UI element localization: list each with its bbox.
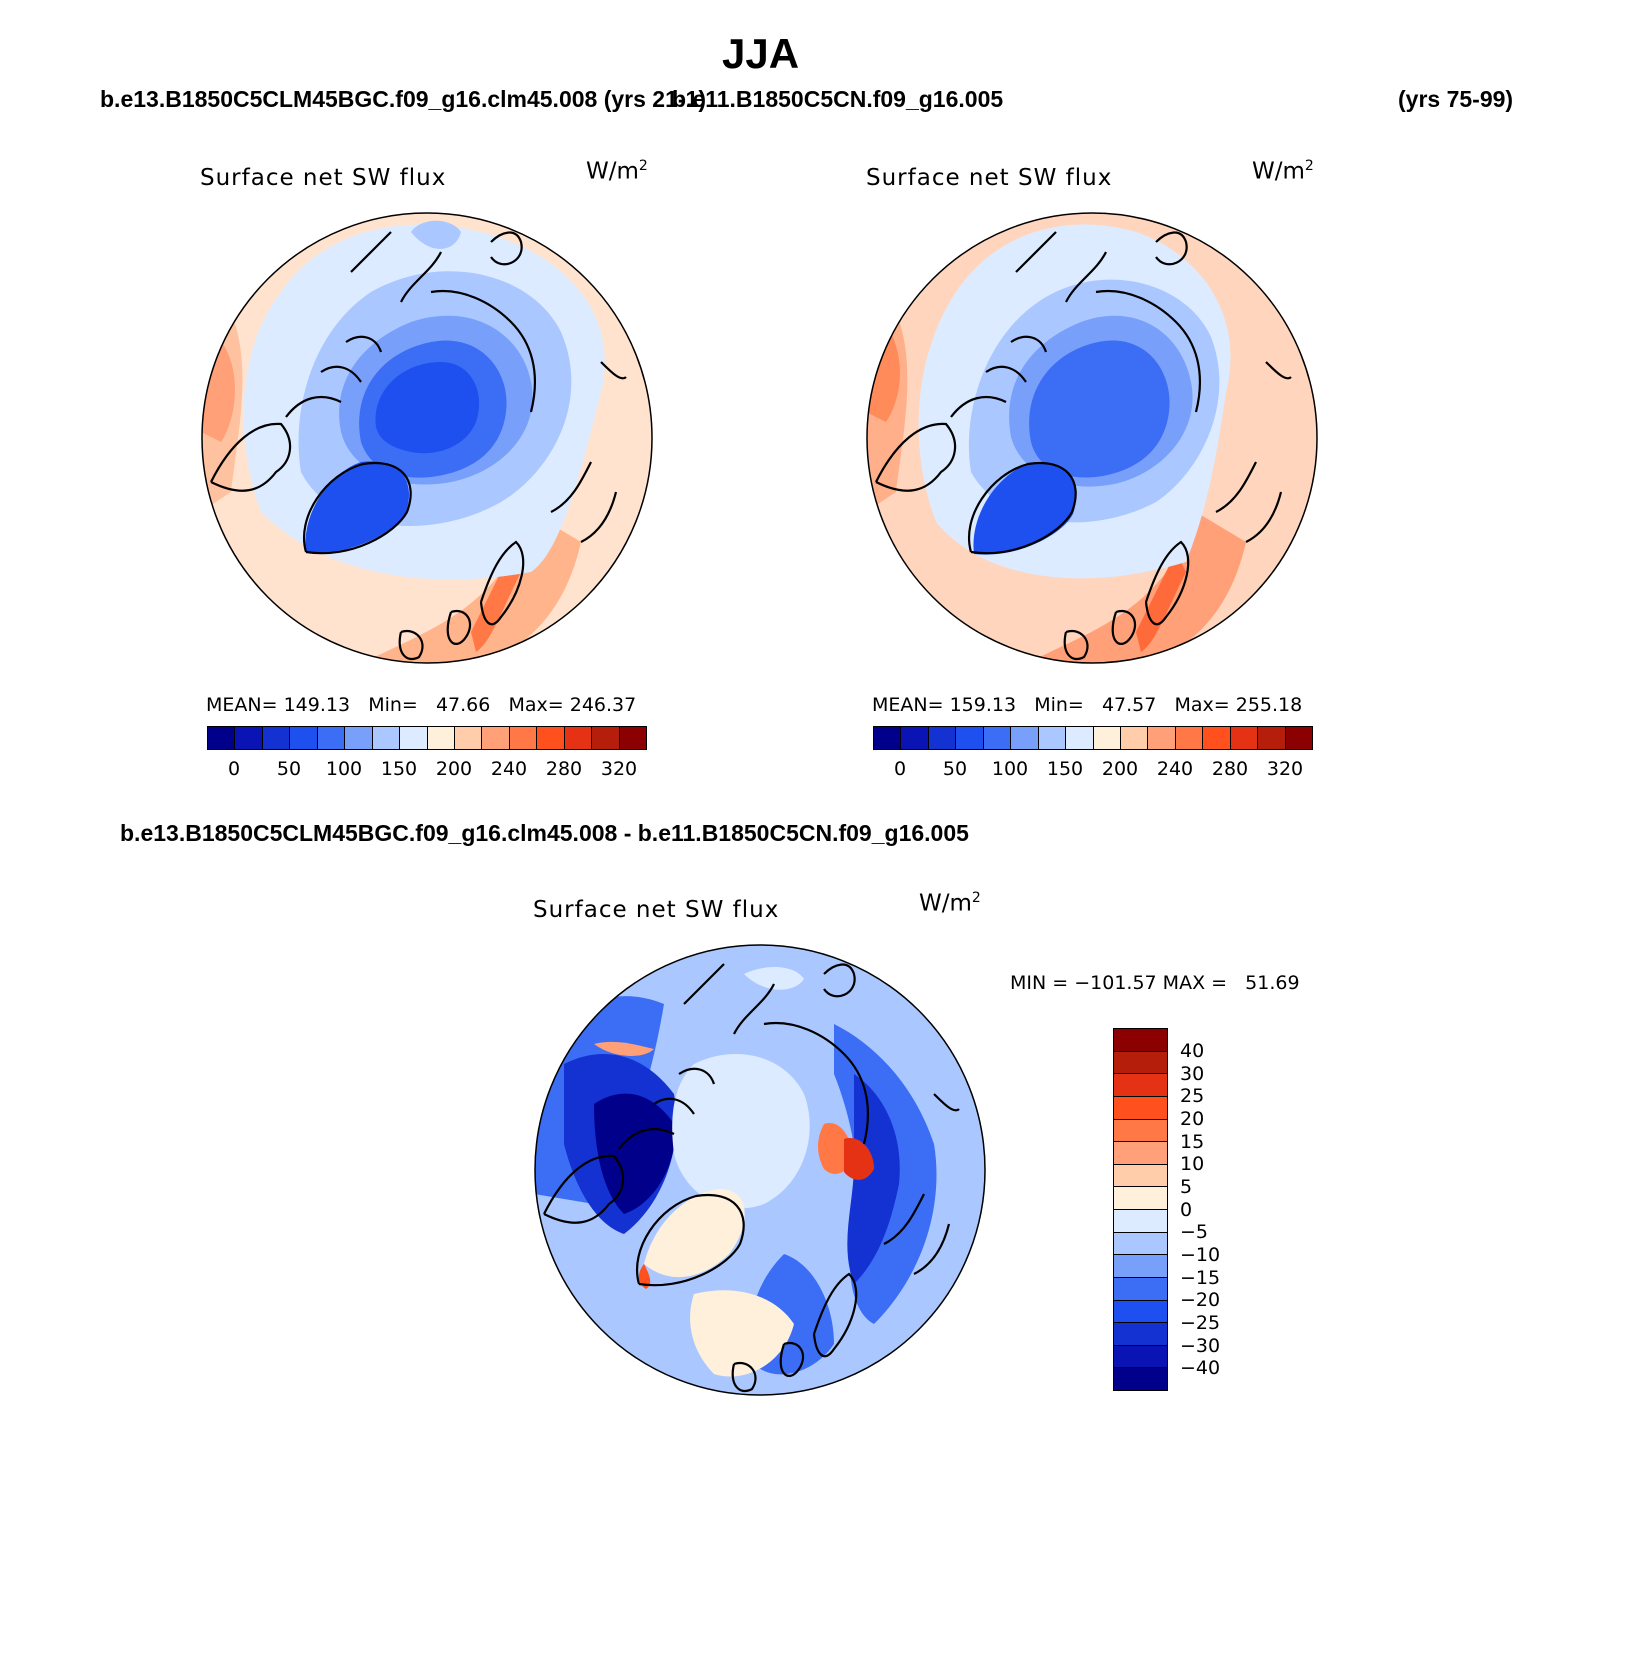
colorbar-swatch xyxy=(928,727,957,749)
colorbar-swatch xyxy=(537,727,565,749)
colorbar-swatch xyxy=(1114,1051,1167,1075)
colorbar-swatch xyxy=(1114,1323,1167,1346)
colorbar-swatch xyxy=(1114,1255,1167,1278)
top-right-years-label: (yrs 75-99) xyxy=(1398,86,1514,112)
colorbar-swatch xyxy=(1175,727,1204,749)
diff-case-label: b.e13.B1850C5CLM45BGC.f09_g16.clm45.008 … xyxy=(120,820,969,846)
colorbar-swatch xyxy=(1114,1345,1167,1369)
cb-tick: −20 xyxy=(1180,1289,1221,1311)
cb-tick: 5 xyxy=(1180,1176,1193,1198)
colorbar-swatch xyxy=(1114,1277,1167,1301)
colorbar-swatch xyxy=(345,727,373,749)
colorbar-swatch xyxy=(1148,727,1176,749)
cb-tick: 20 xyxy=(1180,1108,1205,1130)
cb-tick: 0 xyxy=(227,758,241,780)
panel1-polar-map xyxy=(201,212,653,664)
panel2-stats: MEAN= 159.13 Min= 47.57 Max= 255.18 xyxy=(872,694,1303,716)
colorbar-swatch xyxy=(290,727,318,749)
colorbar-swatch xyxy=(1230,727,1259,749)
cb-tick: 50 xyxy=(942,758,968,780)
cb-tick: 100 xyxy=(991,758,1029,780)
top-left-case-label: b.e13.B1850C5CLM45BGC.f09_g16.clm45.008 … xyxy=(100,86,706,112)
cb-tick: 240 xyxy=(1156,758,1194,780)
colorbar-swatch xyxy=(1114,1074,1167,1097)
colorbar-swatch xyxy=(1114,1029,1167,1052)
panel1-colorbar xyxy=(207,726,647,750)
colorbar-swatch xyxy=(1114,1232,1167,1256)
colorbar-swatch xyxy=(1203,727,1231,749)
colorbar-swatch xyxy=(619,727,646,749)
diff-units: W/m2 xyxy=(919,890,981,917)
colorbar-swatch xyxy=(1066,727,1094,749)
figure-title: JJA xyxy=(722,30,800,77)
diff-polar-map xyxy=(534,944,986,1396)
colorbar-swatch xyxy=(1038,727,1067,749)
colorbar-swatch xyxy=(983,727,1012,749)
cb-tick: 280 xyxy=(545,758,583,780)
colorbar-swatch xyxy=(1114,1119,1167,1143)
cb-tick: 100 xyxy=(325,758,363,780)
colorbar-swatch xyxy=(262,727,291,749)
panel2-title: Surface net SW flux xyxy=(866,165,1113,191)
cb-tick: −40 xyxy=(1180,1357,1221,1379)
panel2-units: W/m2 xyxy=(1252,158,1314,185)
top-right-case-label: b.e11.B1850C5CN.f09_g16.005 xyxy=(672,86,1004,112)
colorbar-swatch xyxy=(1093,727,1121,749)
colorbar-swatch xyxy=(564,727,593,749)
colorbar-swatch xyxy=(592,727,620,749)
colorbar-swatch xyxy=(454,727,483,749)
diff-stats: MIN = −101.57 MAX = 51.69 xyxy=(1010,972,1300,994)
cb-tick: 50 xyxy=(276,758,302,780)
colorbar-swatch xyxy=(372,727,401,749)
diff-title: Surface net SW flux xyxy=(533,897,780,923)
colorbar-swatch xyxy=(956,727,984,749)
cb-tick: 30 xyxy=(1180,1063,1205,1085)
colorbar-swatch xyxy=(427,727,455,749)
colorbar-swatch xyxy=(317,727,346,749)
colorbar-swatch xyxy=(1258,727,1286,749)
panel2-polar-map xyxy=(866,212,1318,664)
colorbar-swatch xyxy=(901,727,929,749)
colorbar-swatch xyxy=(482,727,510,749)
panel1-units: W/m2 xyxy=(586,158,648,185)
colorbar-swatch xyxy=(1011,727,1039,749)
colorbar-swatch xyxy=(1120,727,1149,749)
cb-tick: 200 xyxy=(435,758,473,780)
colorbar-swatch xyxy=(1114,1368,1167,1390)
diff-colorbar xyxy=(1113,1028,1168,1391)
cb-tick: −15 xyxy=(1180,1267,1221,1289)
cb-tick: 320 xyxy=(1266,758,1304,780)
colorbar-swatch xyxy=(1114,1187,1167,1210)
cb-tick: 40 xyxy=(1180,1040,1205,1062)
cb-tick: 200 xyxy=(1101,758,1139,780)
colorbar-swatch xyxy=(1285,727,1312,749)
colorbar-swatch xyxy=(235,727,263,749)
cb-tick: 320 xyxy=(600,758,638,780)
cb-tick: −5 xyxy=(1180,1221,1209,1243)
cb-tick: −30 xyxy=(1180,1335,1221,1357)
cb-tick: 25 xyxy=(1180,1085,1205,1107)
cb-tick: −10 xyxy=(1180,1244,1221,1266)
colorbar-swatch xyxy=(1114,1142,1167,1165)
cb-tick: 240 xyxy=(490,758,528,780)
colorbar-swatch xyxy=(400,727,428,749)
colorbar-swatch xyxy=(1114,1300,1167,1324)
colorbar-swatch xyxy=(1114,1096,1167,1120)
cb-tick: 0 xyxy=(1180,1199,1193,1221)
colorbar-swatch xyxy=(509,727,538,749)
panel2-colorbar xyxy=(873,726,1313,750)
cb-tick: 150 xyxy=(380,758,418,780)
colorbar-swatch xyxy=(874,727,902,749)
cb-tick: −25 xyxy=(1180,1312,1221,1334)
cb-tick: 280 xyxy=(1211,758,1249,780)
panel1-stats: MEAN= 149.13 Min= 47.66 Max= 246.37 xyxy=(206,694,637,716)
cb-tick: 10 xyxy=(1180,1153,1205,1175)
colorbar-swatch xyxy=(1114,1164,1167,1188)
colorbar-swatch xyxy=(1114,1210,1167,1233)
cb-tick: 0 xyxy=(893,758,907,780)
panel1-title: Surface net SW flux xyxy=(200,165,447,191)
colorbar-swatch xyxy=(208,727,236,749)
cb-tick: 150 xyxy=(1046,758,1084,780)
cb-tick: 15 xyxy=(1180,1131,1205,1153)
